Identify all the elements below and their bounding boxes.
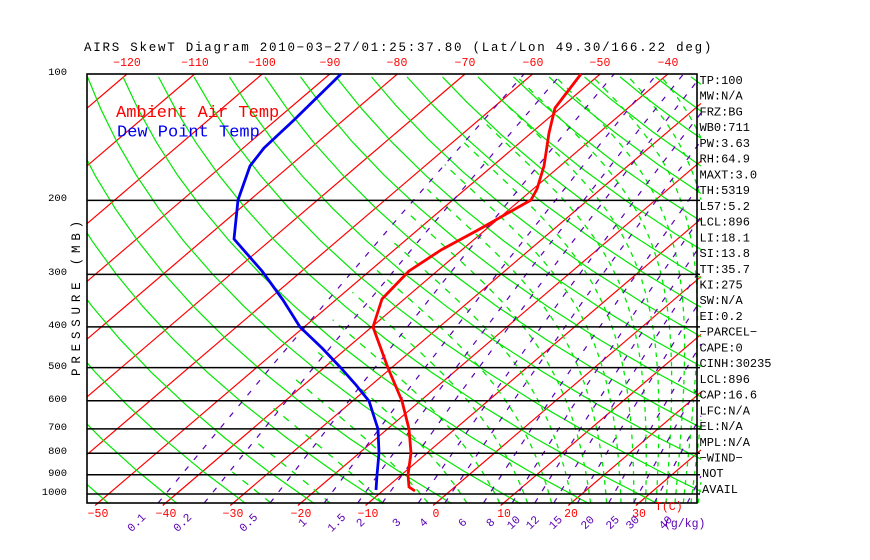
svg-text:CINH:30235: CINH:30235 <box>700 357 772 371</box>
svg-text:−50: −50 <box>88 508 109 521</box>
svg-text:SW:N/A: SW:N/A <box>700 294 744 308</box>
svg-text:EI:0.2: EI:0.2 <box>700 310 743 324</box>
svg-text:900: 900 <box>48 468 67 480</box>
svg-text:0: 0 <box>433 508 440 521</box>
svg-text:Ambient Air Temp: Ambient Air Temp <box>116 104 279 123</box>
svg-text:L57:5.2: L57:5.2 <box>700 200 750 214</box>
svg-text:−70: −70 <box>455 57 476 70</box>
svg-text:AIRS SkewT Diagram 2010−03−27/: AIRS SkewT Diagram 2010−03−27/01:25:37.8… <box>84 41 713 55</box>
svg-text:TH:5319: TH:5319 <box>700 184 750 198</box>
svg-text:TT:35.7: TT:35.7 <box>700 263 750 277</box>
svg-text:−30: −30 <box>223 508 244 521</box>
svg-text:MAXT:3.0: MAXT:3.0 <box>700 168 758 182</box>
svg-text:−40: −40 <box>658 57 679 70</box>
svg-text:AVAIL: AVAIL <box>702 483 738 497</box>
svg-text:−WIND−: −WIND− <box>700 452 743 466</box>
svg-text:PW:3.63: PW:3.63 <box>700 137 750 151</box>
svg-text:1000: 1000 <box>42 487 67 499</box>
svg-text:EL:N/A: EL:N/A <box>700 420 744 434</box>
svg-text:−50: −50 <box>590 57 611 70</box>
svg-text:−100: −100 <box>248 57 276 70</box>
svg-text:NOT: NOT <box>702 467 724 481</box>
svg-text:−40: −40 <box>156 508 177 521</box>
svg-text:400: 400 <box>48 320 67 332</box>
svg-text:TP:100: TP:100 <box>700 74 743 88</box>
svg-text:PRESSURE (MB): PRESSURE (MB) <box>70 216 84 376</box>
svg-text:−60: −60 <box>523 57 544 70</box>
svg-text:LCL:896: LCL:896 <box>700 373 750 387</box>
svg-text:700: 700 <box>48 422 67 434</box>
svg-text:RH:64.9: RH:64.9 <box>700 153 750 167</box>
svg-text:−80: −80 <box>387 57 408 70</box>
svg-text:−PARCEL−: −PARCEL− <box>700 326 758 340</box>
svg-text:−110: −110 <box>181 57 209 70</box>
svg-text:KI:275: KI:275 <box>700 279 743 293</box>
svg-text:WB0:711: WB0:711 <box>700 121 750 135</box>
svg-text:LFC:N/A: LFC:N/A <box>700 404 751 418</box>
svg-text:MW:N/A: MW:N/A <box>700 90 744 104</box>
svg-text:10: 10 <box>497 508 511 521</box>
svg-text:800: 800 <box>48 446 67 458</box>
svg-text:20: 20 <box>564 508 578 521</box>
svg-text:30: 30 <box>632 508 646 521</box>
svg-text:T(C): T(C) <box>655 501 683 514</box>
svg-text:LI:18.1: LI:18.1 <box>700 231 750 245</box>
svg-text:LCL:896: LCL:896 <box>700 216 750 230</box>
svg-text:500: 500 <box>48 361 67 373</box>
svg-text:−20: −20 <box>291 508 312 521</box>
svg-text:−10: −10 <box>358 508 379 521</box>
svg-text:300: 300 <box>48 267 67 279</box>
svg-text:CAPE:0: CAPE:0 <box>700 341 743 355</box>
svg-text:Dew Point Temp: Dew Point Temp <box>117 124 260 143</box>
svg-text:600: 600 <box>48 394 67 406</box>
svg-text:−90: −90 <box>320 57 341 70</box>
svg-text:200: 200 <box>48 193 67 205</box>
svg-text:MPL:N/A: MPL:N/A <box>700 436 751 450</box>
svg-text:100: 100 <box>48 67 67 79</box>
svg-text:(g/kg): (g/kg) <box>664 518 705 531</box>
svg-text:FRZ:BG: FRZ:BG <box>700 106 743 120</box>
svg-text:−120: −120 <box>113 57 141 70</box>
svg-text:CAP:16.6: CAP:16.6 <box>700 389 758 403</box>
svg-text:SI:13.8: SI:13.8 <box>700 247 750 261</box>
